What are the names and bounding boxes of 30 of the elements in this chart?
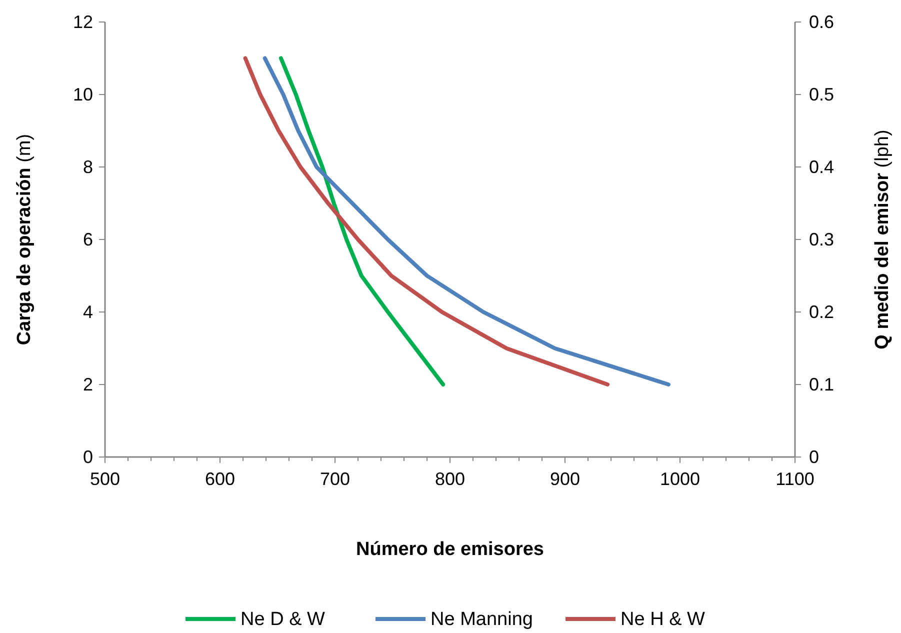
x-tick-label: 900 <box>550 469 580 489</box>
y2-axis-title: Q medio del emisor (lph) <box>872 130 893 350</box>
x-tick-label: 800 <box>434 469 466 489</box>
x-tick-label: 600 <box>204 469 236 489</box>
line-series <box>243 56 610 386</box>
y-tick-label: 8 <box>82 157 93 177</box>
y2-tick-label: 0.4 <box>809 157 834 177</box>
x-tick-label: 500 <box>90 469 120 489</box>
y2-tick-label: 0.2 <box>809 302 834 322</box>
y-tick-label: 6 <box>82 230 93 250</box>
legend-label: Ne Manning <box>430 609 533 630</box>
y2-tick-label: 0 <box>809 447 820 467</box>
legend-label: Ne D & W <box>240 609 326 630</box>
line-series <box>262 56 670 386</box>
y-tick-label: 0 <box>82 447 93 467</box>
y2-tick-label: 0.5 <box>809 84 834 104</box>
y-axis-title: Carga de operación (m) <box>14 134 35 346</box>
y-tick-label: 2 <box>82 374 93 394</box>
x-tick-label: 1000 <box>660 469 700 489</box>
y2-tick-label: 0.6 <box>809 12 834 32</box>
y-tick-label: 4 <box>82 302 93 322</box>
y-tick-label: 12 <box>72 12 93 32</box>
legend-label: Ne H & W <box>620 609 706 630</box>
y2-tick-label: 0.1 <box>809 374 834 394</box>
line-series <box>278 56 446 386</box>
x-tick-label: 1100 <box>776 469 814 489</box>
y2-tick-label: 0.3 <box>809 230 834 250</box>
x-axis-title: Número de emisores <box>356 539 544 560</box>
y-tick-label: 10 <box>72 84 93 104</box>
x-tick-label: 700 <box>320 469 350 489</box>
